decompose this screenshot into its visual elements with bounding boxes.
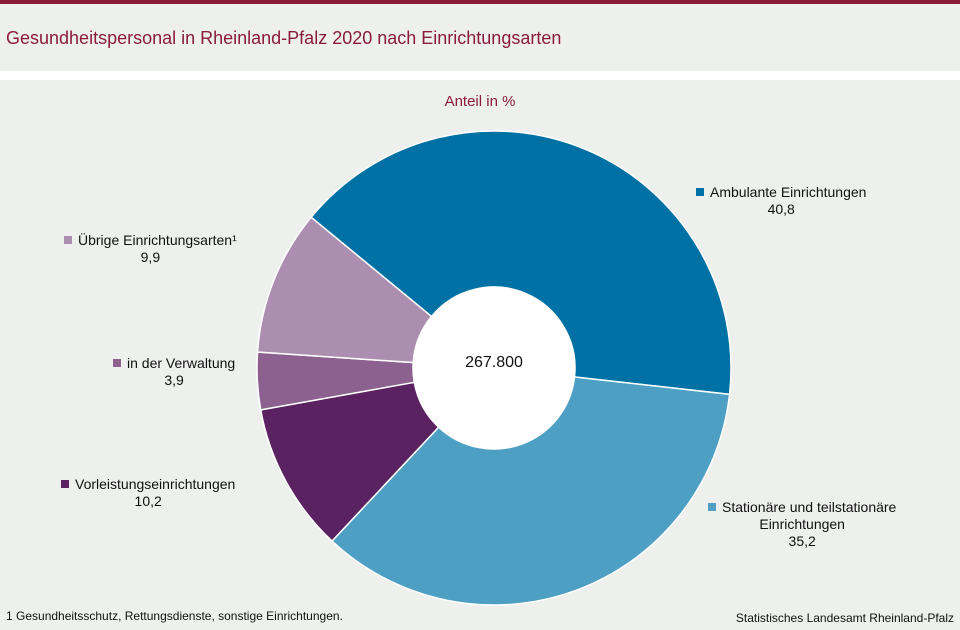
legend-swatch [61,480,69,488]
chart-subtitle: Anteil in % [444,93,516,110]
slice-value: 9,9 [140,249,161,265]
slice-value: 40,8 [767,201,795,217]
slice-value: 10,2 [134,493,162,509]
slice-name: Stationäre und teilstationäre [722,499,897,515]
slice-name: Einrichtungen [759,516,845,532]
legend-swatch [113,359,121,367]
slice-value: 35,2 [788,533,816,549]
center-total-label: 267.800 [465,354,523,371]
legend-swatch [696,188,704,196]
slice-name: Übrige Einrichtungsarten¹ [78,232,237,248]
source-credit: Statistisches Landesamt Rheinland-Pfalz [735,611,954,625]
slice-label-4: in der Verwaltung 3,9 [113,355,235,389]
slice-label-1: Ambulante Einrichtungen 40,8 [696,184,866,218]
slice-label-2: Stationäre und teilstationäre Einrichtung… [708,499,896,550]
title-divider [0,71,960,80]
top-accent-bar [0,0,960,4]
slice-name: Ambulante Einrichtungen [710,184,867,200]
legend-swatch [64,236,72,244]
legend-swatch [708,503,716,511]
slice-label-5: Übrige Einrichtungsarten¹ 9,9 [64,232,237,266]
slice-name: Vorleistungseinrichtungen [75,476,236,492]
slice-label-3: Vorleistungseinrichtungen 10,2 [61,476,235,510]
footnote: 1 Gesundheitsschutz, Rettungsdienste, so… [6,609,343,623]
slice-value: 3,9 [164,372,184,388]
chart-title: Gesundheitspersonal in Rheinland-Pfalz 2… [6,28,562,48]
donut-hole [413,287,575,449]
slice-name: in der Verwaltung [127,355,236,371]
